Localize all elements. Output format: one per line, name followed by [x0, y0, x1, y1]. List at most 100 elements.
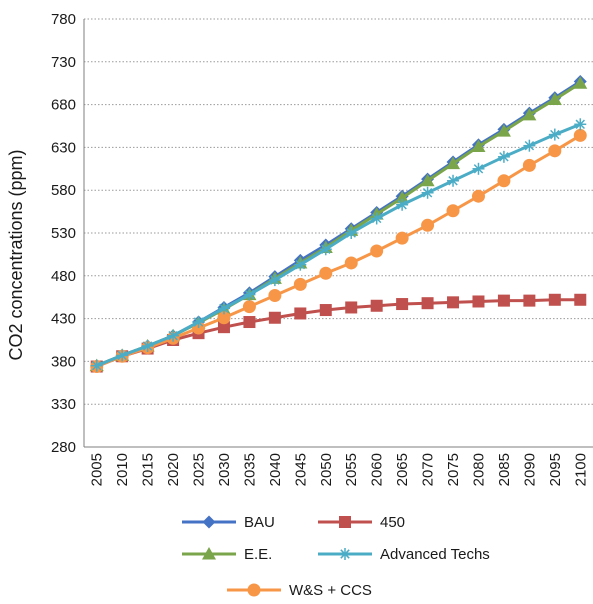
- data-point-w-s-ccs: [217, 311, 231, 325]
- series-e-e: [89, 76, 588, 372]
- data-point-advanced-techs: [90, 359, 103, 372]
- data-point-advanced-techs: [116, 349, 129, 362]
- data-point-e-e: [547, 92, 562, 105]
- x-tick-label: 2065: [394, 453, 411, 486]
- y-tick-label: 330: [51, 396, 76, 413]
- x-tick-label: 2090: [521, 453, 538, 486]
- y-tick-label: 730: [51, 54, 76, 71]
- data-point-450: [370, 299, 383, 312]
- x-tick-label: 2030: [216, 453, 233, 486]
- data-point-e-e: [496, 124, 511, 137]
- x-tick-label: 2100: [572, 453, 589, 486]
- data-point-advanced-techs: [217, 302, 230, 315]
- data-point-advanced-techs: [167, 329, 180, 342]
- data-point-450: [268, 311, 281, 324]
- data-point-e-e: [522, 107, 537, 121]
- data-point-w-s-ccs: [573, 128, 587, 142]
- y-tick-label: 780: [51, 11, 76, 28]
- data-point-w-s-ccs: [446, 204, 460, 218]
- y-tick-label: 280: [51, 439, 76, 456]
- series-advanced-techs: [90, 118, 587, 372]
- data-point-advanced-techs: [497, 150, 510, 163]
- data-point-advanced-techs: [345, 227, 358, 239]
- data-point-450: [319, 304, 332, 317]
- y-tick-label: 480: [51, 268, 76, 285]
- x-tick-label: 2040: [267, 453, 284, 486]
- x-tick-label: 2025: [191, 453, 208, 486]
- data-point-450: [217, 321, 230, 334]
- x-tick-label: 2020: [165, 453, 182, 486]
- y-tick-label: 680: [51, 97, 76, 114]
- x-tick-label: 2055: [343, 453, 360, 486]
- x-tick-label: 2035: [241, 453, 258, 486]
- data-point-450: [396, 298, 409, 311]
- series-450: [90, 293, 587, 373]
- data-point-advanced-techs: [294, 258, 307, 271]
- data-point-450: [472, 295, 485, 308]
- y-tick-label: 430: [51, 311, 76, 328]
- data-point-w-s-ccs: [344, 256, 358, 270]
- x-tick-label: 2060: [369, 453, 386, 486]
- data-point-advanced-techs: [268, 274, 281, 287]
- data-point-advanced-techs: [523, 139, 536, 152]
- y-axis-label: CO2 concentrations (ppm): [6, 149, 26, 360]
- data-point-450: [421, 297, 434, 310]
- series-bau: [90, 74, 587, 373]
- data-point-w-s-ccs: [268, 288, 282, 302]
- data-point-e-e: [471, 139, 486, 153]
- data-point-450: [523, 294, 536, 307]
- data-point-advanced-techs: [243, 288, 256, 301]
- data-point-450: [294, 307, 307, 320]
- y-tick-label: 630: [51, 139, 76, 156]
- data-point-450: [574, 293, 587, 306]
- series-group: [89, 74, 588, 374]
- axes: [83, 19, 593, 448]
- y-tick-labels: 280 330 380 430 480 530 580 630 680 730 780: [51, 11, 76, 456]
- data-point-w-s-ccs: [370, 244, 384, 258]
- series-line-advanced-techs: [96, 122, 581, 368]
- data-point-advanced-techs: [192, 316, 205, 329]
- x-tick-labels: 2005 2010 2015 2020 2025 2030 2035 2040 2045 2050…: [89, 453, 590, 486]
- x-tick-label: 2045: [292, 453, 309, 486]
- data-point-advanced-techs: [472, 162, 485, 175]
- data-point-e-e: [446, 156, 461, 170]
- data-point-450: [345, 301, 358, 314]
- data-point-450: [497, 294, 510, 307]
- y-tick-label: 580: [51, 182, 76, 199]
- x-tick-label: 2070: [420, 453, 437, 486]
- data-point-advanced-techs: [548, 128, 561, 141]
- x-tick-label: 2095: [547, 453, 564, 486]
- series-w-s-ccs: [90, 128, 587, 374]
- x-tick-label: 2015: [140, 453, 157, 486]
- data-point-w-s-ccs: [242, 300, 256, 314]
- x-tick-label: 2050: [318, 453, 335, 486]
- x-tick-label: 2085: [496, 453, 513, 486]
- data-point-advanced-techs: [396, 198, 409, 211]
- data-point-advanced-techs: [574, 118, 587, 131]
- series-line-bau: [96, 80, 582, 368]
- y-tick-label: 530: [51, 225, 76, 242]
- data-point-w-s-ccs: [548, 144, 562, 158]
- data-point-e-e: [420, 173, 435, 187]
- data-point-e-e: [573, 76, 588, 89]
- gridlines: [84, 18, 593, 405]
- data-point-advanced-techs: [370, 212, 383, 225]
- data-point-450: [243, 316, 256, 329]
- x-tick-label: 2005: [89, 453, 106, 486]
- data-point-w-s-ccs: [522, 158, 536, 172]
- data-point-w-s-ccs: [395, 231, 409, 245]
- data-point-450: [447, 296, 460, 309]
- data-point-w-s-ccs: [421, 218, 435, 232]
- x-tick-label: 2075: [445, 453, 462, 486]
- x-tick-label: 2010: [114, 453, 131, 486]
- data-point-advanced-techs: [447, 174, 460, 187]
- data-point-w-s-ccs: [471, 189, 485, 203]
- data-point-advanced-techs: [421, 186, 434, 199]
- y-tick-label: 380: [51, 353, 76, 370]
- data-point-advanced-techs: [141, 339, 154, 352]
- data-point-w-s-ccs: [497, 174, 511, 188]
- data-point-w-s-ccs: [319, 266, 333, 280]
- x-tick-label: 2080: [470, 453, 487, 486]
- data-point-w-s-ccs: [293, 277, 307, 291]
